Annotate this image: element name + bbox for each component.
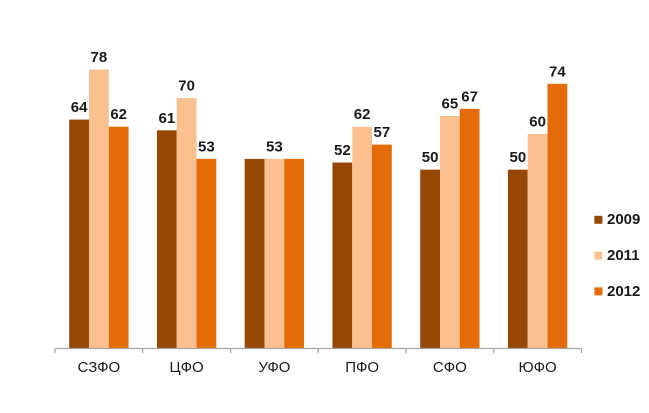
svg-text:50: 50 (422, 149, 439, 166)
svg-text:67: 67 (461, 88, 478, 105)
svg-text:64: 64 (71, 99, 88, 116)
svg-text:2012: 2012 (607, 283, 640, 300)
svg-text:61: 61 (158, 110, 175, 127)
svg-text:62: 62 (110, 106, 127, 123)
svg-text:60: 60 (529, 113, 546, 130)
svg-text:ЮФО: ЮФО (519, 359, 557, 376)
svg-text:52: 52 (334, 142, 351, 159)
svg-text:53: 53 (266, 138, 283, 155)
svg-text:62: 62 (354, 106, 371, 123)
svg-text:СЗФО: СЗФО (78, 359, 121, 376)
svg-text:УФО: УФО (258, 359, 290, 376)
svg-text:2011: 2011 (607, 247, 640, 264)
svg-text:57: 57 (374, 124, 391, 141)
svg-text:ЦФО: ЦФО (170, 359, 204, 376)
svg-text:74: 74 (549, 63, 566, 80)
svg-text:70: 70 (178, 78, 195, 95)
svg-text:2009: 2009 (607, 211, 640, 228)
svg-text:СФО: СФО (433, 359, 467, 376)
svg-text:50: 50 (510, 149, 527, 166)
svg-text:53: 53 (198, 138, 215, 155)
svg-text:ПФО: ПФО (345, 359, 379, 376)
svg-text:78: 78 (91, 49, 108, 66)
svg-text:65: 65 (442, 96, 459, 113)
